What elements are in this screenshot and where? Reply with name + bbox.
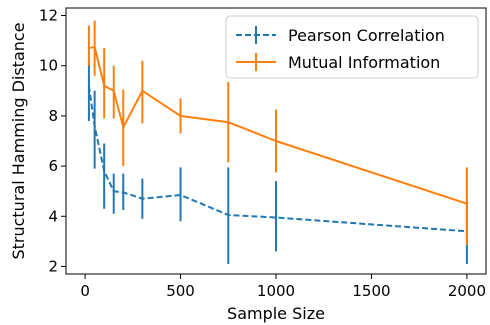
y-tick-label: 4: [48, 207, 58, 225]
x-axis-label: Sample Size: [227, 304, 325, 323]
x-tick-label: 2000: [448, 282, 486, 300]
axis-ticks: 0 500 1000 1500 2000 2 4 6 8 10 12: [39, 7, 486, 300]
y-tick-label: 2: [48, 257, 58, 275]
y-tick-label: 6: [48, 157, 58, 175]
plot-frame: [65, 7, 487, 275]
x-tick-label: 1500: [352, 282, 390, 300]
series-1: [87, 20, 468, 246]
legend: Pearson Correlation Mutual Information: [225, 15, 479, 79]
y-tick-label: 12: [39, 7, 58, 25]
x-tick-label: 500: [166, 282, 195, 300]
x-tick-label: 0: [80, 282, 90, 300]
series-0: [87, 58, 468, 264]
x-tick-label: 1000: [257, 282, 295, 300]
legend-box: [225, 15, 479, 79]
y-tick-label: 10: [39, 57, 58, 75]
legend-label: Pearson Correlation: [288, 26, 445, 45]
y-axis-label: Structural Hamming Distance: [9, 22, 28, 259]
series-line: [87, 85, 467, 233]
y-tick-label: 8: [48, 107, 58, 125]
legend-label: Mutual Information: [288, 53, 440, 72]
series-layer: [87, 20, 468, 264]
series-line: [88, 45, 468, 205]
